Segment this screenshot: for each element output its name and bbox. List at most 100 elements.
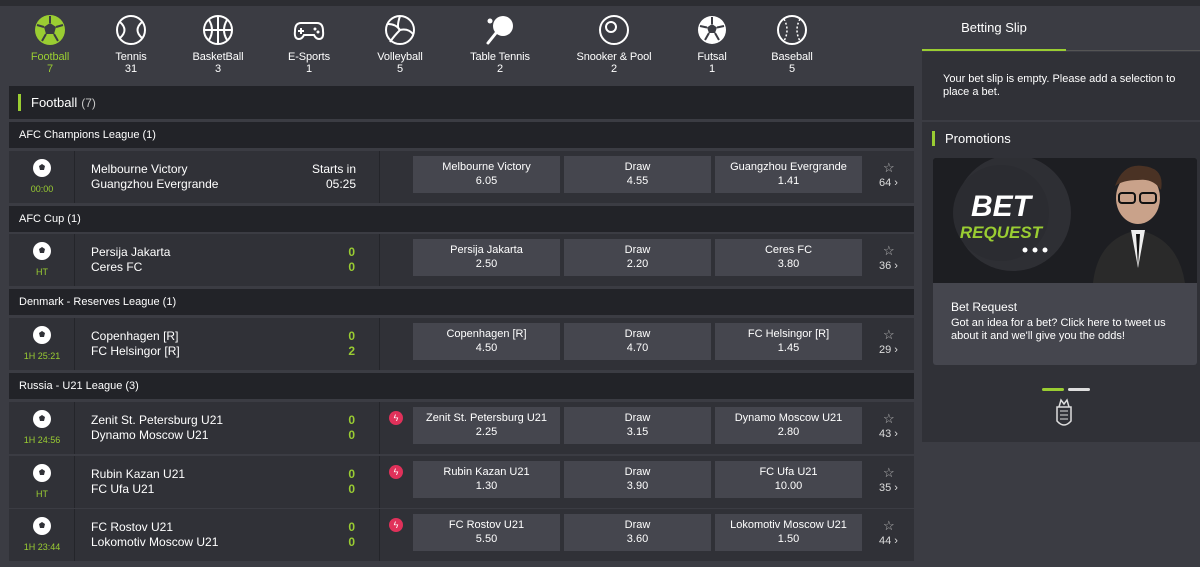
odd-home-button[interactable]: Copenhagen [R] 4.50 [413,323,560,360]
right-column: Betting Slip Your bet slip is empty. Ple… [922,6,1200,567]
league-header[interactable]: AFC Cup (1) [9,206,914,232]
away-score: 2 [348,344,355,358]
odd-draw-button[interactable]: Draw 3.60 [564,514,711,551]
carousel-dots [1042,378,1094,396]
sport-tab-count: 5 [788,63,796,75]
star-icon[interactable]: ☆ [883,411,895,426]
promotions-title: Promotions [945,130,1011,146]
star-icon[interactable]: ☆ [883,160,895,175]
more-markets-link[interactable]: 64 › [879,177,898,189]
odd-label: Guangzhou Evergrande [730,161,847,173]
star-icon[interactable]: ☆ [883,327,895,342]
match-teams[interactable]: Persija Jakarta Ceres FC [91,245,170,275]
league-header[interactable]: Russia - U21 League (3) [9,373,914,399]
crest-icon [1056,398,1072,426]
sport-tab-table-tennis[interactable]: Table Tennis 2 [455,14,545,75]
odd-label: Rubin Kazan U21 [443,466,530,478]
odd-draw-button[interactable]: Draw 3.90 [564,461,711,498]
odd-draw-button[interactable]: Draw 2.20 [564,239,711,276]
odd-value: 3.80 [777,258,800,270]
baseball-icon [777,15,807,45]
star-icon[interactable]: ☆ [883,243,895,258]
tab-betting-slip[interactable]: Betting Slip [922,6,1066,51]
odd-label: FC Ufa U21 [759,466,818,478]
sport-tab-label: Table Tennis [470,51,530,63]
match-teams[interactable]: Melbourne Victory Guangzhou Evergrande [91,162,218,192]
star-icon[interactable]: ☆ [883,465,895,480]
sport-tab-snooker[interactable]: Snooker & Pool 2 [569,14,659,75]
sport-tab-football[interactable]: Football 7 [5,14,95,75]
sport-tab-label: Football [30,51,70,63]
promo-card[interactable]: BET REQUEST Bet Request Got an idea for … [933,158,1197,365]
odd-home-button[interactable]: Zenit St. Petersburg U21 2.25 [413,407,560,444]
sport-tab-tennis[interactable]: Tennis 31 [86,14,176,75]
odd-draw-button[interactable]: Draw 4.55 [564,156,711,193]
match-teams[interactable]: Zenit St. Petersburg U21 Dynamo Moscow U… [91,413,223,443]
more-markets-link[interactable]: 43 › [879,428,898,440]
promotions-header: Promotions [922,122,1200,154]
odd-away-button[interactable]: Dynamo Moscow U21 2.80 [715,407,862,444]
odd-draw-button[interactable]: Draw 4.70 [564,323,711,360]
home-team: Melbourne Victory [91,162,188,176]
live-stream-icon[interactable]: ϟ [389,518,403,532]
starts-label: Starts in [311,162,356,176]
league-header[interactable]: AFC Champions League (1) [9,122,914,148]
match-teams[interactable]: Rubin Kazan U21 FC Ufa U21 [91,467,185,497]
odd-value: 4.50 [475,342,498,354]
match-teams[interactable]: FC Rostov U21 Lokomotiv Moscow U21 [91,520,218,550]
match-row: 00:00 Melbourne Victory Guangzhou Evergr… [9,151,914,203]
odd-home-button[interactable]: Melbourne Victory 6.05 [413,156,560,193]
match-teams[interactable]: Copenhagen [R] FC Helsingor [R] [91,329,180,359]
star-icon[interactable]: ☆ [883,518,895,533]
volleyball-icon [385,15,415,45]
odd-value: 10.00 [774,480,803,492]
live-stream-icon[interactable]: ϟ [389,465,403,479]
futsal-icon [698,16,726,44]
carousel-dot-active[interactable] [1042,388,1064,391]
odd-home-button[interactable]: Rubin Kazan U21 1.30 [413,461,560,498]
odd-label: Melbourne Victory [442,161,531,173]
match-score: 0 0 [348,245,355,275]
league-header[interactable]: Denmark - Reserves League (1) [9,289,914,315]
carousel-dot[interactable] [1068,388,1090,391]
sport-tab-futsal[interactable]: Futsal 1 [667,14,757,75]
more-markets-link[interactable]: 29 › [879,344,898,356]
odd-home-button[interactable]: Persija Jakarta 2.50 [413,239,560,276]
sport-tab-volleyball[interactable]: Volleyball 5 [355,14,445,75]
live-stream-icon[interactable]: ϟ [389,411,403,425]
football-icon [33,159,51,177]
bet-slip-empty-message: Your bet slip is empty. Please add a sel… [922,52,1200,120]
away-team: Guangzhou Evergrande [91,177,219,191]
sport-tab-count: 3 [214,63,222,75]
sport-tab-count: 31 [124,63,138,75]
home-score: 0 [348,413,355,427]
odd-away-button[interactable]: FC Helsingor [R] 1.45 [715,323,862,360]
football-icon [33,326,51,344]
banner-text-bet: BET [971,190,1034,223]
match-row: 1H 24:56 Zenit St. Petersburg U21 Dynamo… [9,402,914,454]
odd-value: 2.25 [475,426,498,438]
odd-away-button[interactable]: Guangzhou Evergrande 1.41 [715,156,862,193]
match-clock: 1H 23:44 [9,509,75,561]
sport-tab-label: BasketBall [192,51,244,63]
more-markets-link[interactable]: 35 › [879,482,898,494]
sport-tab-esports[interactable]: E-Sports 1 [264,14,354,75]
more-markets-link[interactable]: 44 › [879,535,898,547]
sport-tab-baseball[interactable]: Baseball 5 [747,14,837,75]
match-clock: HT [9,234,75,286]
odd-home-button[interactable]: FC Rostov U21 5.50 [413,514,560,551]
odd-away-button[interactable]: Lokomotiv Moscow U21 1.50 [715,514,862,551]
banner-text-request: REQUEST [960,223,1044,242]
odd-label: Lokomotiv Moscow U21 [730,519,847,531]
section-header: Football (7) [9,86,914,119]
odd-away-button[interactable]: FC Ufa U21 10.00 [715,461,862,498]
sport-tab-basketball[interactable]: BasketBall 3 [173,14,263,75]
divider [379,456,380,508]
odd-draw-button[interactable]: Draw 3.15 [564,407,711,444]
more-markets-link[interactable]: 36 › [879,260,898,272]
match-time: 1H 25:21 [23,351,61,361]
match-row: HT Persija Jakarta Ceres FC 0 0 Persija … [9,234,914,286]
odd-away-button[interactable]: Ceres FC 3.80 [715,239,862,276]
promotions-area: BET REQUEST Bet Request Got an idea for … [922,154,1200,442]
away-score: 0 [348,535,355,549]
